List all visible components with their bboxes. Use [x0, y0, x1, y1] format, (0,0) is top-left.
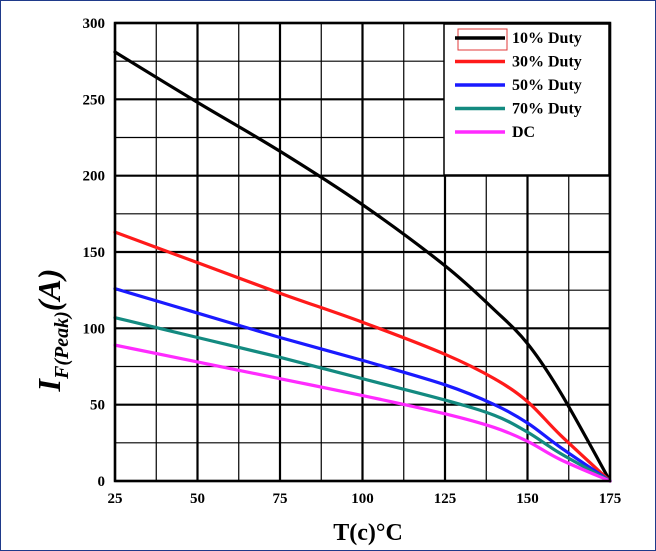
legend-label-3: 70% Duty — [512, 101, 582, 118]
legend-box — [443, 23, 610, 176]
y-tick-label: 150 — [83, 245, 106, 261]
series-line-0 — [113, 50, 612, 483]
series-line-4 — [113, 343, 612, 483]
y-axis-label: IF(Peak)(A) — [31, 269, 73, 393]
x-tick-label: 100 — [351, 491, 374, 507]
svg-text:IF(Peak)(A): IF(Peak)(A) — [31, 269, 73, 393]
y-tick-label: 200 — [83, 169, 106, 185]
legend-label-4: DC — [512, 124, 535, 141]
x-tick-label: 125 — [434, 491, 457, 507]
x-tick-label: 150 — [516, 491, 539, 507]
axes-layer: 25 50 75 100 125 150 175 0 50 100 150 200 250 300 — [83, 16, 622, 507]
legend: 10% Duty 30% Duty 50% Duty 70% Duty DC — [443, 23, 610, 176]
legend-label-1: 30% Duty — [512, 54, 582, 71]
y-axis-label-sub: F(Peak) — [51, 311, 73, 380]
series-line-1 — [113, 230, 612, 483]
legend-label-0: 10% Duty — [512, 30, 582, 47]
x-tick-label: 50 — [190, 491, 205, 507]
plot-border — [113, 21, 612, 483]
x-axis-label: T(c)°C — [333, 520, 403, 546]
y-tick-label: 250 — [83, 92, 106, 108]
y-axis-label-main: I — [31, 377, 67, 392]
series-line-2 — [113, 287, 612, 483]
x-tick-label: 175 — [599, 491, 622, 507]
y-tick-label: 50 — [90, 398, 105, 414]
x-tick-label: 75 — [273, 491, 288, 507]
x-tick-label: 25 — [108, 491, 123, 507]
y-axis-label-unit: (A) — [31, 269, 67, 312]
y-tick-label: 300 — [83, 16, 106, 32]
y-tick-label: 100 — [83, 321, 106, 337]
legend-label-2: 50% Duty — [512, 77, 582, 94]
series-line-3 — [113, 316, 612, 483]
y-tick-label: 0 — [98, 474, 106, 490]
series-layer — [113, 50, 612, 483]
